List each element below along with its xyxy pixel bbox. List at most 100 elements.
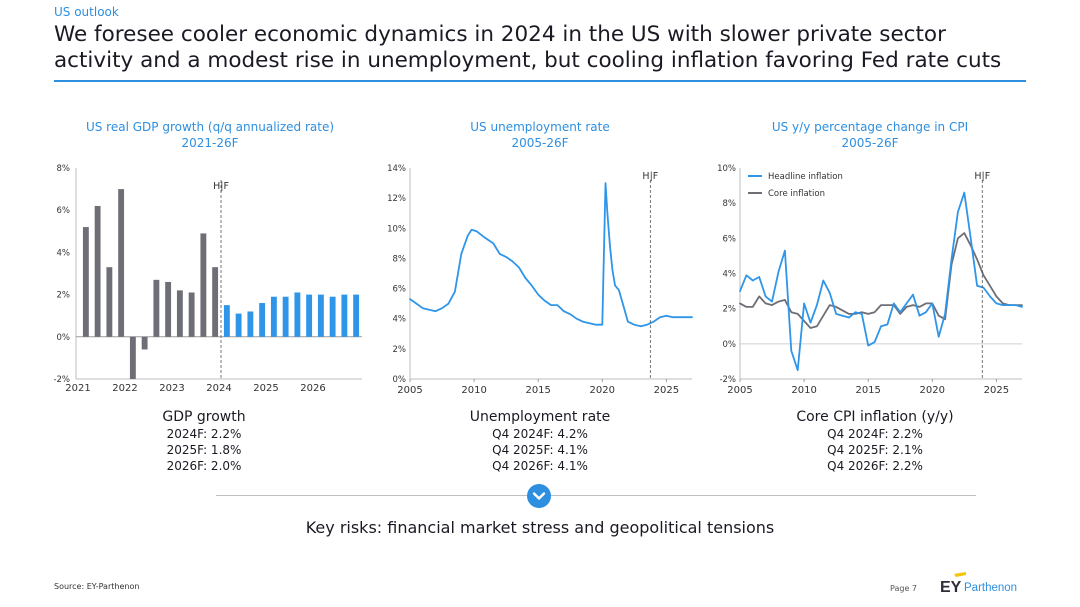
- cpi-summary-line: Q4 2024F: 2.2%: [827, 427, 923, 441]
- unemployment-chart-title: US unemployment rate: [470, 120, 610, 134]
- y-tick-label: -2%: [53, 375, 70, 385]
- svg-text:EY: EY: [940, 579, 962, 596]
- x-tick-label: 2024: [206, 383, 231, 394]
- gdp-bar-history: [94, 205, 101, 337]
- y-tick-label: 4%: [393, 315, 407, 325]
- gdp-summary-line: 2025F: 1.8%: [166, 443, 242, 457]
- y-tick-label: 4%: [57, 248, 71, 258]
- x-tick-label: 2020: [920, 385, 945, 396]
- cpi-chart-svg: -2% 0% 2% 4% 6% 8% 10% 2005 2010 2015 2020 2025 H|F H…: [717, 164, 1023, 396]
- y-tick-label: 6%: [57, 206, 71, 216]
- gdp-bar-forecast: [294, 292, 301, 337]
- legend-label: Headline inflation: [768, 172, 843, 182]
- gdp-bar-forecast: [223, 305, 230, 337]
- y-tick-label: 8%: [723, 199, 737, 209]
- unemployment-chart: 0% 2% 4% 6% 8% 10% 12% 14% 2005 2010 2015 2020 2025 H…: [374, 160, 704, 409]
- cpi-panel-title: US y/y percentage change in CPI 2005-26F: [714, 119, 1026, 151]
- cpi-summary-line: Q4 2026F: 2.2%: [827, 459, 923, 473]
- gdp-panel-title: US real GDP growth (q/q annualized rate)…: [54, 119, 366, 151]
- x-tick-label: 2015: [855, 385, 880, 396]
- gdp-summary-line: 2024F: 2.2%: [166, 427, 242, 441]
- unemployment-summary-line: Q4 2024F: 4.2%: [492, 427, 588, 441]
- svg-text:Parthenon: Parthenon: [964, 582, 1017, 594]
- gdp-chart-subtitle: 2021-26F: [181, 136, 239, 150]
- ey-parthenon-logo: EY Parthenon: [940, 572, 1030, 596]
- gdp-bar-history: [82, 227, 89, 337]
- gdp-bar-history: [141, 336, 148, 350]
- gdp-bar-history: [165, 281, 172, 337]
- headline-inflation-line: [739, 191, 1023, 372]
- gdp-bar-forecast: [317, 294, 324, 337]
- unemployment-rate-line: [409, 182, 693, 328]
- x-tick-label: 2022: [112, 383, 137, 394]
- gdp-summary-line: 2026F: 2.0%: [166, 459, 242, 473]
- gdp-bar-history: [212, 267, 219, 337]
- y-tick-label: 4%: [723, 270, 737, 280]
- cpi-chart: -2% 0% 2% 4% 6% 8% 10% 2005 2010 2015 2020 2025 H|F H…: [704, 160, 1034, 409]
- y-tick-label: 2%: [723, 305, 737, 315]
- x-tick-label: 2025: [984, 385, 1009, 396]
- core-inflation-line: [739, 232, 1023, 329]
- x-tick-label: 2015: [525, 385, 550, 396]
- gdp-summary: GDP growth 2024F: 2.2% 2025F: 1.8% 2026F…: [74, 408, 334, 474]
- page-title-line-1: We foresee cooler economic dynamics in 2…: [54, 22, 946, 47]
- y-tick-label: 8%: [393, 254, 407, 264]
- unemployment-summary-line: Q4 2026F: 4.1%: [492, 459, 588, 473]
- x-tick-label: 2025: [654, 385, 679, 396]
- gdp-bar-forecast: [270, 296, 277, 337]
- gdp-chart-svg: -2% 0% 2% 4% 6% 8% 2021 2022 2023 2024 2025 2026 H|F: [53, 164, 362, 394]
- gdp-bar-forecast: [235, 313, 242, 337]
- page-title-line-2: activity and a modest rise in unemployme…: [54, 48, 1002, 73]
- unemployment-chart-subtitle: 2005-26F: [511, 136, 569, 150]
- gdp-bar-forecast: [259, 303, 266, 337]
- gdp-bar-history: [200, 233, 207, 337]
- gdp-bar-history: [176, 290, 183, 337]
- unemployment-summary-line: Q4 2025F: 4.1%: [492, 443, 588, 457]
- legend-label: Core inflation: [768, 189, 825, 199]
- gdp-bar-history: [153, 279, 160, 337]
- cpi-summary-line: Q4 2025F: 2.1%: [827, 443, 923, 457]
- y-tick-label: 10%: [717, 164, 736, 174]
- y-tick-label: 0%: [393, 375, 407, 385]
- y-tick-label: 12%: [387, 194, 406, 204]
- gdp-bar-history: [106, 267, 113, 337]
- x-tick-label: 2005: [727, 385, 752, 396]
- x-tick-label: 2021: [65, 383, 90, 394]
- gdp-bar-forecast: [353, 294, 360, 337]
- gdp-chart: -2% 0% 2% 4% 6% 8% 2021 2022 2023 2024 2025 2026 H|F: [44, 160, 374, 409]
- gdp-bar-forecast: [329, 296, 336, 337]
- title-rule: [54, 80, 1026, 82]
- y-tick-label: 2%: [57, 291, 71, 301]
- forecast-marker-label: H|F: [974, 171, 990, 182]
- y-tick-label: 0%: [723, 340, 737, 350]
- cpi-summary-title: Core CPI inflation (y/y): [796, 409, 954, 425]
- gdp-bar-history: [118, 189, 125, 337]
- gdp-bar-forecast: [247, 311, 254, 337]
- y-tick-label: 0%: [57, 333, 71, 343]
- y-tick-label: -2%: [719, 375, 736, 385]
- unemployment-summary-title: Unemployment rate: [469, 409, 611, 425]
- x-tick-label: 2020: [590, 385, 615, 396]
- gdp-summary-title: GDP growth: [162, 409, 246, 425]
- key-risks-text: Key risks: financial market stress and g…: [305, 518, 775, 537]
- y-tick-label: 14%: [387, 164, 406, 174]
- chevron-down-icon: [527, 484, 551, 508]
- unemployment-panel-title: US unemployment rate 2005-26F: [384, 119, 696, 151]
- source-note: Source: EY-Parthenon: [54, 582, 140, 591]
- x-tick-label: 2010: [791, 385, 816, 396]
- cpi-chart-subtitle: 2005-26F: [841, 136, 899, 150]
- forecast-marker-label: H|F: [642, 171, 658, 182]
- cpi-chart-title: US y/y percentage change in CPI: [771, 120, 969, 134]
- gdp-bar-forecast: [341, 294, 348, 337]
- y-tick-label: 6%: [393, 285, 407, 295]
- gdp-bar-history: [129, 336, 136, 379]
- gdp-bar-forecast: [282, 296, 289, 337]
- unemployment-chart-svg: 0% 2% 4% 6% 8% 10% 12% 14% 2005 2010 2015 2020 2025 H…: [387, 164, 693, 396]
- x-tick-label: 2026: [300, 383, 325, 394]
- y-tick-label: 8%: [57, 164, 71, 174]
- divider: [216, 495, 976, 496]
- y-tick-label: 6%: [723, 234, 737, 244]
- ey-parthenon-logo-mark: EY Parthenon: [940, 572, 1017, 596]
- gdp-chart-title: US real GDP growth (q/q annualized rate): [85, 120, 335, 134]
- y-tick-label: 10%: [387, 224, 406, 234]
